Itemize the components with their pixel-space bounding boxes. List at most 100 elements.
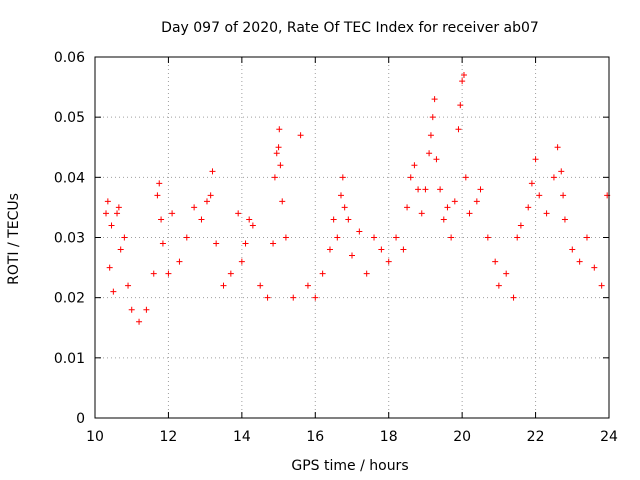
- data-point: [462, 174, 469, 181]
- data-point: [304, 282, 311, 289]
- data-point: [125, 282, 132, 289]
- data-point: [159, 240, 166, 247]
- chart-title: Day 097 of 2020, Rate Of TEC Index for r…: [161, 20, 539, 36]
- data-point: [569, 246, 576, 253]
- y-tick-label: 0.01: [54, 351, 85, 367]
- data-point: [273, 150, 280, 157]
- y-tick-label: 0: [76, 411, 85, 427]
- data-point: [238, 258, 245, 265]
- data-point: [378, 246, 385, 253]
- data-point: [176, 258, 183, 265]
- data-point: [334, 234, 341, 241]
- data-point: [235, 210, 242, 217]
- data-point: [169, 210, 176, 217]
- data-point: [277, 162, 284, 169]
- data-point: [115, 204, 122, 211]
- data-point: [558, 168, 565, 175]
- data-point: [404, 204, 411, 211]
- data-point: [158, 216, 165, 223]
- data-point: [407, 174, 414, 181]
- data-point: [242, 240, 249, 247]
- data-point: [514, 234, 521, 241]
- data-point: [154, 192, 161, 199]
- data-point: [117, 246, 124, 253]
- data-point: [326, 246, 333, 253]
- data-point: [426, 150, 433, 157]
- data-point: [393, 234, 400, 241]
- y-tick-label: 0.06: [54, 50, 85, 66]
- y-tick-label: 0.04: [54, 170, 85, 186]
- data-point: [543, 210, 550, 217]
- data-point: [203, 198, 210, 205]
- data-point: [271, 174, 278, 181]
- x-tick-label: 22: [527, 429, 545, 445]
- data-point: [165, 270, 172, 277]
- data-point: [440, 216, 447, 223]
- data-point: [422, 186, 429, 193]
- data-point: [108, 222, 115, 229]
- data-point: [495, 282, 502, 289]
- y-axis-label: ROTI / TECUs: [6, 193, 22, 285]
- data-point: [510, 294, 517, 301]
- axis-ticks: 10 12 14 16 18 20 22 24 0 0.01 0.02 0.03 0.04 0.05 0.0…: [54, 50, 618, 445]
- data-point: [183, 234, 190, 241]
- y-tick-label: 0.02: [54, 291, 85, 307]
- data-point: [528, 180, 535, 187]
- data-point: [220, 282, 227, 289]
- data-point: [576, 258, 583, 265]
- data-point: [143, 306, 150, 313]
- data-point: [121, 234, 128, 241]
- data-point: [598, 282, 605, 289]
- data-point: [198, 216, 205, 223]
- data-point: [249, 222, 256, 229]
- data-point: [536, 192, 543, 199]
- data-point: [385, 258, 392, 265]
- data-point: [437, 186, 444, 193]
- data-point: [418, 210, 425, 217]
- data-point: [209, 168, 216, 175]
- data-point: [583, 234, 590, 241]
- data-point: [282, 234, 289, 241]
- x-tick-label: 14: [233, 429, 251, 445]
- data-point: [429, 114, 436, 121]
- data-point: [191, 204, 198, 211]
- grid-lines: [95, 57, 609, 418]
- data-point: [104, 198, 111, 205]
- data-point: [411, 162, 418, 169]
- data-point: [276, 126, 283, 133]
- data-point: [550, 174, 557, 181]
- data-point: [156, 180, 163, 187]
- data-point: [561, 216, 568, 223]
- data-point: [213, 240, 220, 247]
- data-point: [150, 270, 157, 277]
- data-point: [270, 240, 277, 247]
- data-point: [371, 234, 378, 241]
- data-point: [136, 318, 143, 325]
- x-tick-label: 24: [600, 429, 618, 445]
- data-point: [207, 192, 214, 199]
- data-point: [477, 186, 484, 193]
- data-point: [110, 288, 117, 295]
- data-point: [433, 156, 440, 163]
- data-point: [473, 198, 480, 205]
- data-point: [264, 294, 271, 301]
- data-point: [455, 126, 462, 133]
- data-point: [275, 144, 282, 151]
- data-point: [503, 270, 510, 277]
- data-point: [114, 210, 121, 217]
- data-point: [400, 246, 407, 253]
- data-point: [319, 270, 326, 277]
- x-axis-label: GPS time / hours: [291, 458, 408, 474]
- data-points: [103, 72, 611, 325]
- data-point: [246, 216, 253, 223]
- y-tick-label: 0.03: [54, 231, 85, 247]
- x-tick-label: 16: [306, 429, 324, 445]
- x-tick-label: 12: [160, 429, 178, 445]
- data-point: [106, 264, 113, 271]
- data-point: [459, 78, 466, 85]
- data-point: [345, 216, 352, 223]
- data-point: [532, 156, 539, 163]
- data-point: [297, 132, 304, 139]
